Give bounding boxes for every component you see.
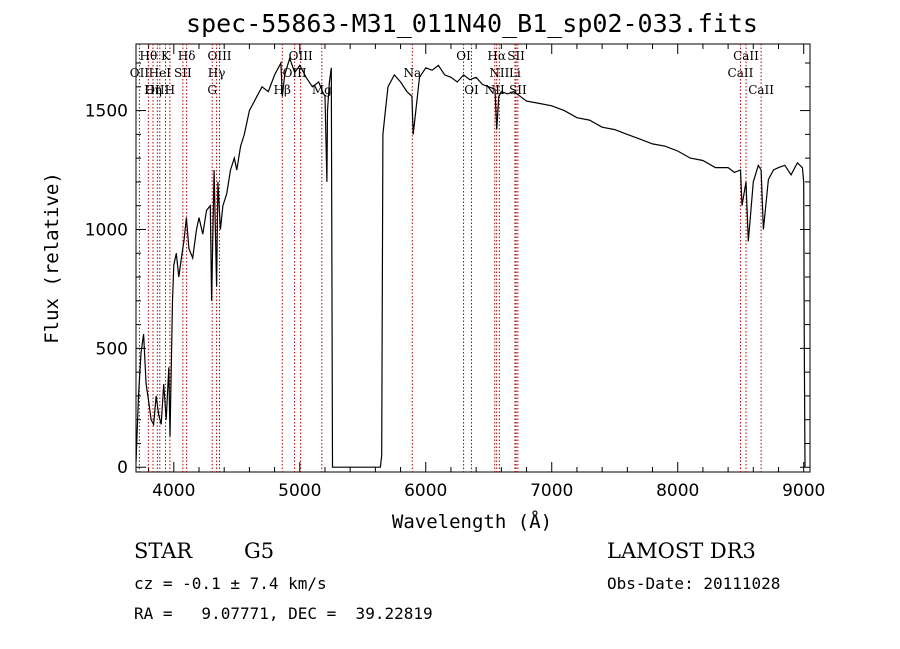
y-tick-label: 500 [96,339,128,359]
x-tick-label: 6000 [404,481,447,501]
line-label-5: SII [174,66,192,80]
line-label-8: H [165,83,175,97]
line-label-14: Hβ [274,83,291,97]
line-label-13: OIII [283,66,307,80]
x-axis-label: Wavelength (Å) [392,510,552,533]
line-label-17: OI [456,49,471,63]
line-label-26: CaII [728,66,754,80]
line-label-3: OII [130,66,150,80]
line-label-22: Li [509,66,521,80]
y-axis-label: Flux (relative) [41,172,63,344]
x-tick-label: 8000 [656,481,699,501]
x-tick-label: 7000 [530,481,573,501]
x-tick-label: 9000 [782,481,825,501]
subclass: G5 [244,539,275,563]
redshift-info: cz = -0.1 ± 7.4 km/s [134,574,327,593]
coordinates: RA = 9.07771, DEC = 39.22819 [134,604,433,623]
y-tick-label: 0 [117,458,128,478]
object-class: STAR [134,539,193,563]
line-label-19: Hα [487,49,506,63]
y-tick-label: 1500 [85,102,128,122]
line-label-1: K [161,49,171,63]
line-label-4: HeI [149,66,172,80]
line-label-16: Na [403,66,421,80]
chart-title: spec-55863-M31_011N40_B1_sp02-033.fits [186,9,758,38]
line-label-27: CaII [748,83,774,97]
line-label-11: G [207,83,217,97]
line-label-12: OIII [289,49,313,63]
plot-frame [135,43,811,473]
line-label-10: Hγ [208,66,226,80]
line-label-9: OIII [207,49,231,63]
line-label-20: SII [507,49,525,63]
line-label-21: NII [489,66,509,80]
line-label-7: Hη [144,83,162,97]
line-label-24: SII [509,83,527,97]
spectral-line-markers [138,44,762,472]
spectrum-series [135,56,806,468]
x-tick-label: 4000 [152,481,195,501]
line-label-15: Mg [312,83,332,97]
line-label-6: OIII [145,83,169,97]
line-label-0: Hθ [139,49,157,63]
obs-date: Obs-Date: 20111028 [607,574,781,593]
y-tick-label: 1000 [85,220,128,240]
line-label-2: Hδ [178,49,196,63]
line-label-25: CaII [733,49,759,63]
x-tick-label: 5000 [278,481,321,501]
line-label-18: OI [464,83,479,97]
survey-name: LAMOST DR3 [607,539,756,563]
line-label-23: NII [485,83,505,97]
axis-ticks: 4000 5000 6000 7000 8000 9000 0 500 1000 1500 [85,44,825,501]
